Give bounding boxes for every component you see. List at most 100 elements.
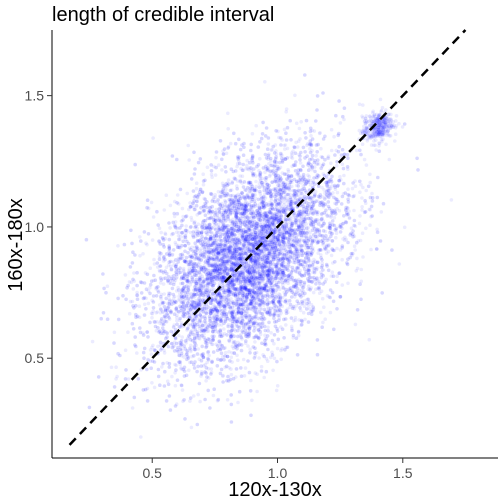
data-point — [341, 222, 345, 226]
data-point — [150, 311, 155, 316]
data-point — [280, 262, 284, 266]
data-point — [204, 202, 208, 207]
data-point — [185, 350, 189, 355]
data-point — [151, 215, 156, 219]
data-point — [179, 383, 184, 387]
data-point — [275, 242, 279, 246]
data-point — [270, 269, 274, 273]
data-point — [167, 297, 172, 301]
data-point — [274, 249, 279, 253]
data-point — [353, 184, 358, 188]
data-point — [131, 287, 136, 291]
data-point — [265, 298, 269, 302]
data-point — [240, 265, 245, 270]
data-point — [237, 316, 241, 320]
data-point — [151, 136, 155, 140]
data-point — [340, 162, 345, 166]
data-point — [186, 322, 191, 327]
data-point — [182, 303, 186, 307]
data-point — [288, 180, 293, 184]
data-point — [257, 267, 261, 271]
data-point — [229, 336, 234, 341]
data-point — [361, 255, 365, 259]
data-point — [187, 262, 191, 267]
data-point — [181, 266, 186, 271]
data-point — [298, 137, 302, 141]
data-point — [350, 253, 354, 258]
data-point — [312, 129, 317, 133]
data-point — [298, 161, 303, 165]
data-point — [346, 187, 350, 191]
data-point — [257, 356, 261, 360]
data-point — [291, 149, 295, 153]
data-point — [199, 374, 203, 378]
data-point — [239, 242, 243, 246]
data-point — [285, 197, 290, 201]
data-point — [178, 297, 182, 302]
data-point — [226, 251, 231, 256]
data-point — [230, 252, 234, 256]
data-point — [218, 252, 222, 257]
data-point — [308, 178, 313, 183]
data-point — [291, 163, 296, 167]
data-point — [248, 207, 253, 212]
data-point — [152, 319, 156, 324]
data-point — [358, 238, 363, 243]
data-point — [154, 311, 159, 315]
data-point — [237, 252, 241, 257]
data-point — [148, 266, 153, 271]
data-point — [357, 102, 362, 107]
data-point — [226, 230, 231, 235]
data-point — [286, 186, 291, 190]
data-point — [286, 228, 291, 233]
data-point — [144, 296, 148, 301]
data-point — [249, 259, 253, 264]
data-point — [169, 310, 174, 315]
data-point — [192, 257, 197, 261]
data-point — [358, 190, 362, 194]
data-point — [301, 289, 306, 293]
data-point — [364, 188, 369, 193]
data-point — [199, 187, 203, 191]
data-point — [235, 161, 240, 166]
data-point — [268, 239, 273, 244]
data-point — [257, 169, 261, 173]
data-point — [148, 348, 153, 352]
data-point — [255, 252, 260, 256]
data-point — [253, 235, 257, 240]
data-point — [265, 279, 270, 284]
data-point — [270, 194, 274, 198]
data-point — [213, 217, 218, 222]
data-point — [179, 346, 183, 351]
data-point — [306, 173, 310, 177]
data-point — [262, 254, 266, 258]
data-point — [226, 322, 231, 327]
data-point — [257, 291, 261, 295]
data-point — [270, 266, 274, 271]
data-point — [374, 247, 379, 251]
data-point — [253, 236, 258, 240]
data-point — [300, 253, 305, 258]
data-point — [163, 232, 168, 237]
data-point — [191, 270, 195, 275]
data-point — [196, 392, 200, 397]
data-point — [266, 259, 271, 264]
data-point — [194, 181, 199, 185]
data-point — [187, 280, 191, 284]
data-point — [314, 228, 319, 233]
data-point — [240, 294, 245, 298]
data-point — [255, 237, 259, 242]
data-point — [266, 293, 270, 298]
data-point — [292, 228, 297, 232]
data-point — [236, 358, 240, 363]
data-point — [152, 262, 157, 266]
data-point — [149, 200, 154, 205]
data-point — [161, 282, 166, 286]
data-point — [219, 215, 224, 220]
data-point — [219, 263, 223, 267]
data-point — [247, 235, 251, 239]
data-point — [290, 184, 294, 189]
data-point — [242, 245, 247, 249]
data-point — [249, 232, 254, 237]
